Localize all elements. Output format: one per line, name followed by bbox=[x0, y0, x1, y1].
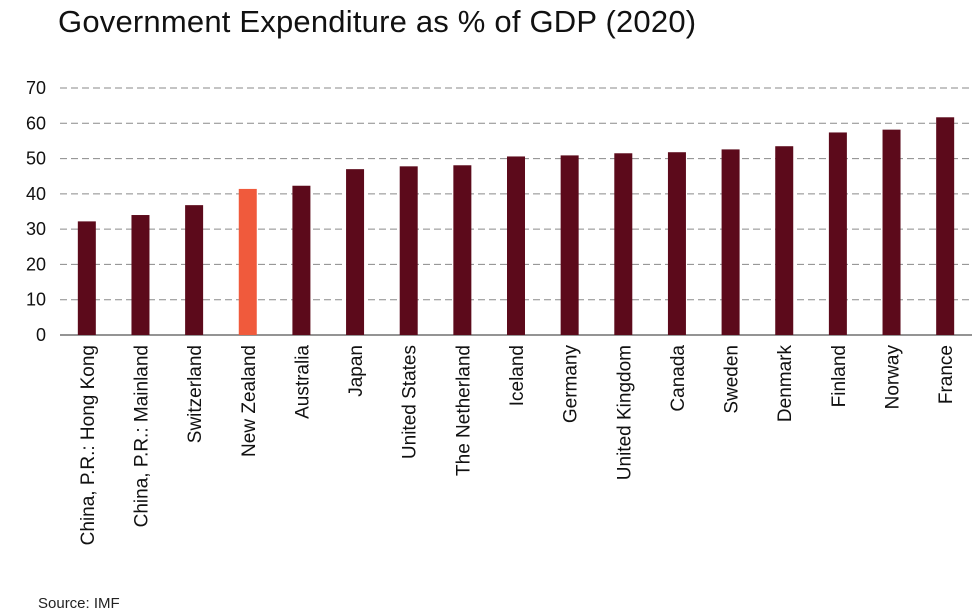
bar bbox=[936, 117, 955, 335]
bar bbox=[292, 185, 311, 335]
bar bbox=[453, 165, 472, 335]
y-tick-label: 0 bbox=[36, 325, 46, 345]
x-tick-label: New Zealand bbox=[239, 345, 260, 457]
y-tick-label: 30 bbox=[26, 219, 46, 239]
x-tick-label: China, P.R.: Hong Kong bbox=[78, 345, 99, 545]
bar bbox=[882, 129, 901, 335]
x-tick-label: Finland bbox=[829, 345, 850, 407]
bar bbox=[399, 166, 418, 335]
chart-title: Government Expenditure as % of GDP (2020… bbox=[58, 4, 697, 39]
x-tick-label: France bbox=[936, 345, 957, 404]
x-tick-label: Canada bbox=[668, 345, 689, 412]
y-tick-label: 40 bbox=[26, 184, 46, 204]
x-tick-label: Denmark bbox=[775, 345, 796, 423]
x-tick-label: Norway bbox=[883, 345, 904, 410]
bar bbox=[828, 132, 847, 335]
y-tick-label: 10 bbox=[26, 290, 46, 310]
y-tick-label: 50 bbox=[26, 149, 46, 169]
bar bbox=[614, 153, 633, 335]
y-tick-label: 60 bbox=[26, 113, 46, 133]
x-tick-label: China, P.R.: Mainland bbox=[131, 345, 152, 527]
x-axis-ticks: China, P.R.: Hong Kong China, P.R.: Mainl… bbox=[78, 345, 957, 546]
x-tick-label: Japan bbox=[346, 345, 367, 397]
bar bbox=[507, 156, 525, 335]
bar bbox=[185, 205, 204, 335]
x-tick-label: Switzerland bbox=[185, 345, 206, 443]
bar bbox=[560, 155, 579, 335]
x-tick-label: Iceland bbox=[507, 345, 528, 406]
y-tick-label: 70 bbox=[26, 78, 46, 98]
y-axis-ticks: 0 10 20 30 40 50 60 70 bbox=[26, 78, 46, 345]
bar bbox=[667, 152, 686, 335]
x-tick-label: United Kingdom bbox=[614, 345, 635, 480]
bar bbox=[775, 146, 794, 335]
bar bbox=[346, 169, 365, 335]
bar bbox=[721, 149, 740, 335]
x-tick-label: Australia bbox=[292, 345, 313, 419]
x-tick-label: The Netherland bbox=[453, 345, 474, 476]
y-tick-label: 20 bbox=[26, 254, 46, 274]
x-tick-label: Sweden bbox=[722, 345, 743, 414]
bar bbox=[77, 221, 96, 335]
bar bbox=[131, 215, 150, 335]
x-tick-label: Germany bbox=[561, 345, 582, 424]
bar bbox=[238, 188, 257, 335]
bars bbox=[77, 117, 955, 335]
chart-source: Source: IMF bbox=[38, 595, 120, 612]
x-tick-label: United States bbox=[400, 345, 421, 459]
